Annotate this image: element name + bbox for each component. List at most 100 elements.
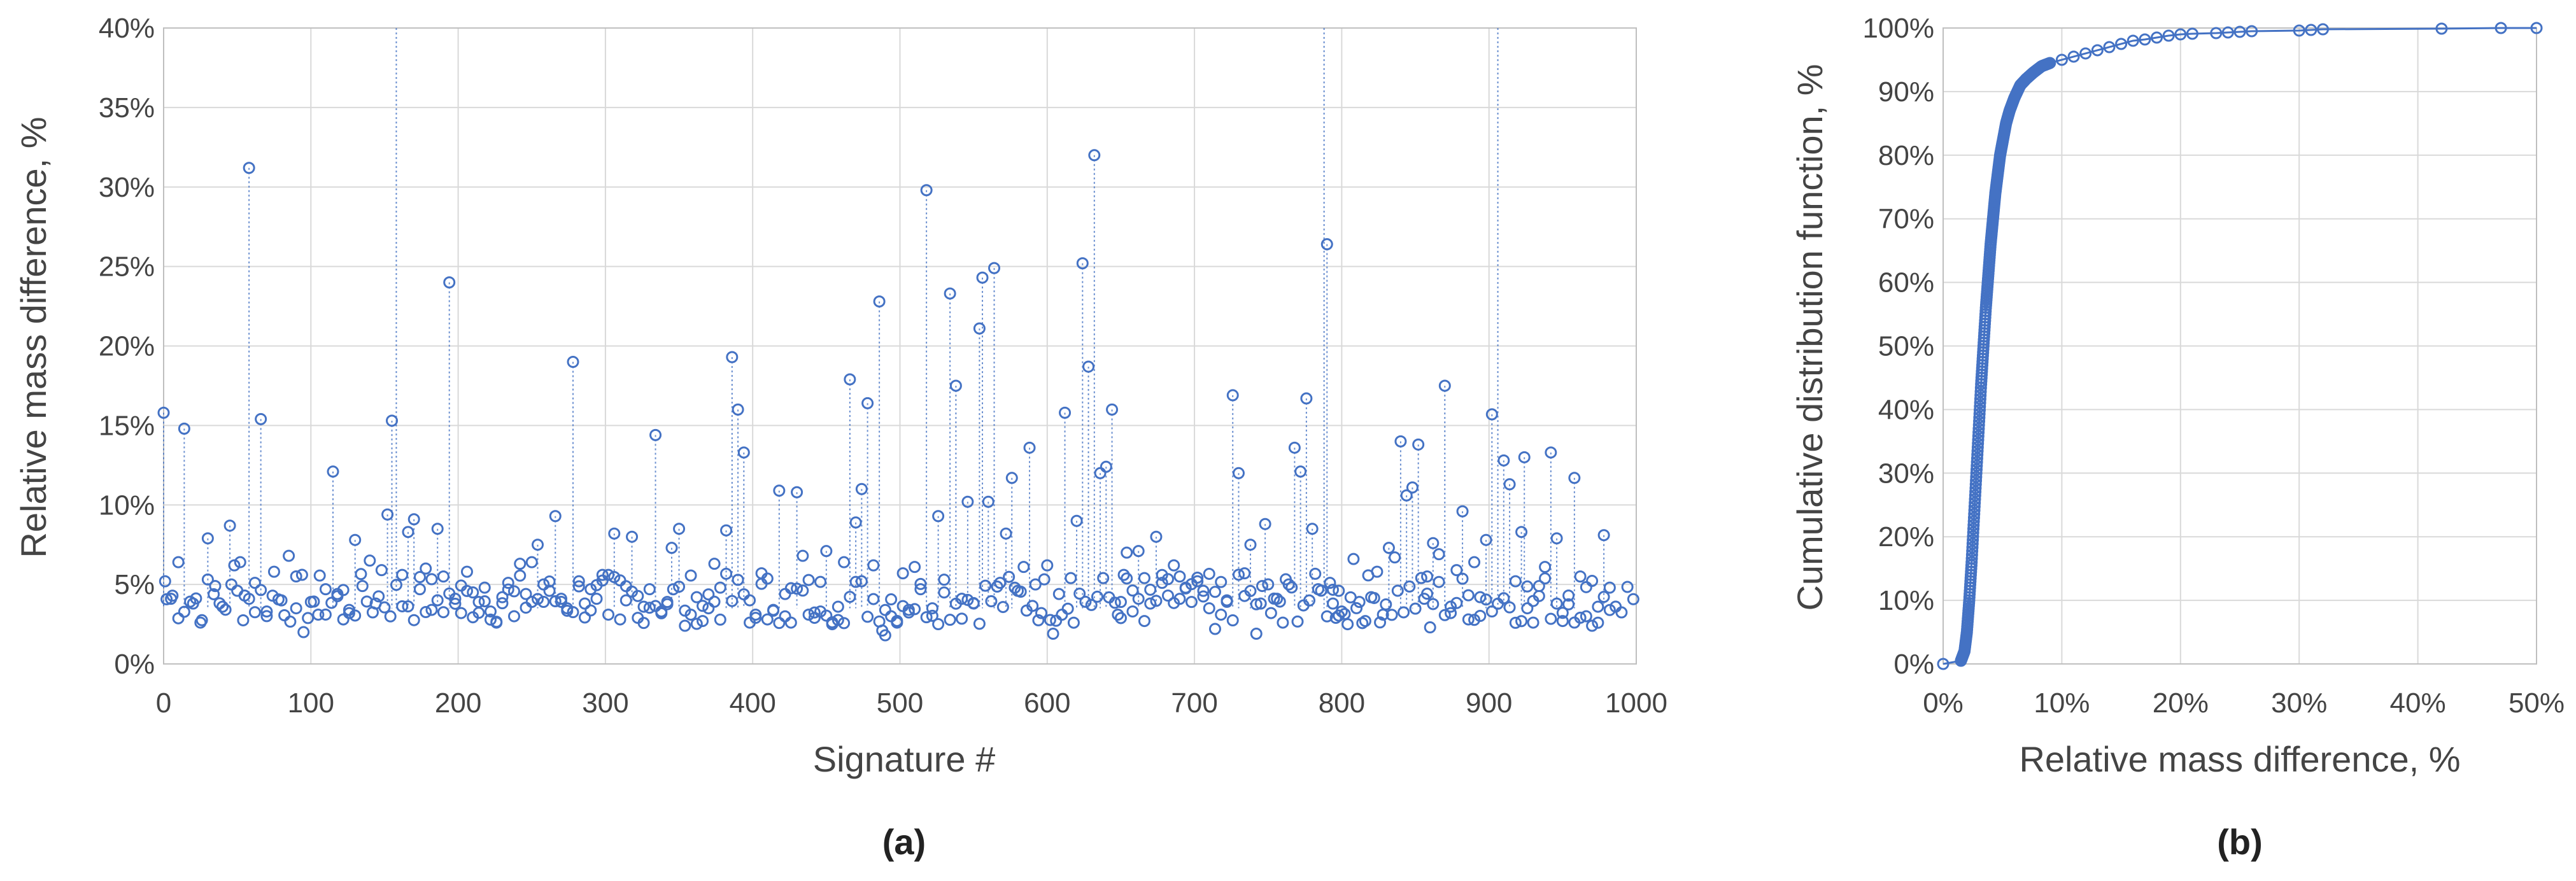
a-data-point: [216, 600, 229, 613]
a-data-point: [455, 607, 467, 619]
a-baseline-point: [826, 616, 839, 629]
a-data-point: [1041, 559, 1054, 572]
a-data-point: [1597, 529, 1610, 542]
a-data-point: [1333, 584, 1345, 597]
a-baseline-point: [1215, 575, 1228, 588]
a-data-point: [1185, 596, 1198, 609]
a-baseline-point: [991, 581, 1003, 593]
a-data-point: [844, 373, 856, 386]
b-data-point: [2186, 27, 2198, 40]
a-data-point: [1264, 607, 1277, 619]
a-x-tick-label: 200: [435, 687, 481, 719]
a-baseline-point: [172, 612, 185, 624]
a-data-point: [1244, 539, 1257, 551]
a-baseline-point: [1208, 586, 1221, 598]
a-data-point: [1580, 610, 1592, 623]
a-baseline-point: [873, 615, 886, 628]
a-baseline-point: [178, 605, 190, 618]
a-data-point: [732, 403, 744, 416]
a-data-point: [596, 568, 609, 581]
a-data-point: [849, 516, 862, 529]
a-baseline-point: [1026, 600, 1039, 612]
b-data-point: [1974, 393, 1986, 405]
a-x-tick-label: 700: [1171, 687, 1217, 719]
a-baseline-point: [1433, 575, 1445, 588]
b-data-point: [1974, 397, 1986, 409]
a-baseline-point: [920, 611, 933, 624]
a-data-point: [1497, 454, 1510, 467]
a-baseline-point: [773, 617, 786, 630]
a-data-point: [714, 581, 726, 594]
a-data-point: [1445, 607, 1457, 619]
a-data-point: [502, 577, 514, 589]
a-data-point: [961, 495, 974, 508]
b-plot-frame: [1943, 27, 2537, 665]
a-baseline-point: [472, 607, 485, 619]
a-baseline-point: [914, 577, 927, 590]
a-baseline-point: [1398, 606, 1410, 619]
a-baseline-point: [366, 606, 379, 619]
b-data-point: [1971, 463, 1983, 476]
b-data-point: [1967, 511, 1980, 524]
a-baseline-point: [1067, 616, 1080, 629]
b-data-point: [1974, 389, 1987, 402]
a-baseline-point: [1132, 593, 1145, 605]
a-data-point: [1076, 257, 1089, 270]
a-baseline-point: [697, 600, 709, 612]
a-data-point: [157, 406, 170, 419]
a-baseline-point: [1097, 572, 1110, 584]
a-baseline-point: [1391, 584, 1404, 597]
a-data-point: [1592, 600, 1604, 613]
b-data-point: [2103, 41, 2116, 53]
a-baseline-point: [714, 613, 726, 626]
a-baseline-point: [502, 583, 514, 596]
a-data-point: [413, 583, 426, 596]
a-data-point: [1047, 628, 1059, 640]
a-baseline-point: [808, 606, 821, 619]
chart-a-x-axis-label: Signature #: [813, 739, 995, 779]
a-baseline-point: [1362, 569, 1375, 582]
a-baseline-point: [325, 596, 338, 609]
b-data-point: [1965, 549, 1978, 561]
a-baseline-point: [532, 593, 544, 605]
a-baseline-point: [1073, 588, 1086, 600]
b-x-tick-label: 20%: [2153, 687, 2209, 719]
chart-a: 0% 5% 10% 15% 20% 25% 30% 35% 40% 0 100 200 300 400 5…: [13, 13, 1667, 862]
a-baseline-point: [667, 583, 679, 596]
a-data-point: [1254, 597, 1267, 610]
a-data-point: [1320, 238, 1333, 251]
a-y-tick-label: 40%: [99, 13, 155, 44]
b-y-tick-label: 60%: [1878, 267, 1934, 299]
b-data-point: [2435, 22, 2448, 35]
a-baseline-point: [602, 568, 615, 581]
a-baseline-point: [702, 588, 715, 601]
a-y-tick-label: 0%: [114, 649, 155, 680]
a-y-tick-label: 10%: [99, 490, 155, 521]
a-data-point: [944, 287, 956, 300]
b-data-point: [1972, 422, 1985, 435]
a-baseline-point: [555, 595, 568, 608]
b-data-point: [2079, 47, 2092, 60]
a-data-point: [832, 600, 844, 613]
a-baseline-point: [1580, 581, 1592, 593]
a-baseline-point: [1421, 588, 1434, 600]
a-baseline-point: [949, 597, 962, 610]
a-baseline-point: [1250, 598, 1263, 610]
a-baseline-point: [572, 580, 585, 593]
a-data-point: [773, 484, 786, 497]
b-data-point: [1971, 448, 1984, 461]
a-data-point: [532, 539, 544, 551]
a-data-point: [665, 542, 678, 554]
a-data-point: [720, 524, 733, 537]
a-data-point: [1121, 546, 1133, 559]
a-baseline-point: [1621, 581, 1634, 593]
a-baseline-point: [208, 588, 220, 600]
a-baseline-point: [295, 568, 308, 581]
a-baseline-point: [1085, 598, 1098, 611]
a-data-point: [525, 556, 538, 568]
a-data-point: [223, 519, 236, 532]
a-baseline-point: [802, 574, 815, 586]
a-data-point: [234, 556, 246, 568]
b-data-point: [2151, 31, 2163, 44]
b-x-tick-label: 40%: [2390, 687, 2446, 719]
